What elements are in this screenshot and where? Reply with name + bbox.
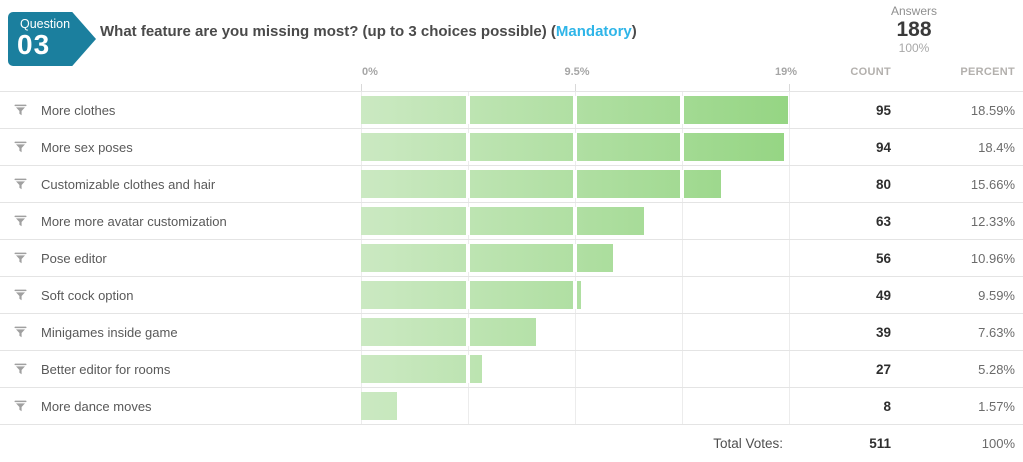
percent-column-header: PERCENT <box>960 66 1015 78</box>
answer-label-cell: More clothes <box>0 103 361 118</box>
axis-tick-0: 0% <box>362 66 378 78</box>
answer-label-cell: Soft cock option <box>0 288 361 303</box>
table-row: Better editor for rooms 27 5.28% <box>0 351 1023 388</box>
count-value: 63 <box>875 213 891 229</box>
filter-icon[interactable] <box>14 215 27 227</box>
filter-icon[interactable] <box>14 289 27 301</box>
results-table: More clothes 95 18.59% More sex poses 94… <box>0 91 1023 425</box>
axis-tick-middle: 9.5% <box>564 66 590 78</box>
question-title-text: What feature are you missing most? (up t… <box>100 22 547 40</box>
count-value: 8 <box>883 398 891 414</box>
axis-tick-max: 19% <box>774 66 797 78</box>
table-row: More more avatar customization 63 12.33% <box>0 203 1023 240</box>
bar-cell <box>361 203 790 239</box>
answer-label-cell: More dance moves <box>0 399 361 414</box>
result-bar <box>361 133 784 161</box>
percent-value: 18.59% <box>970 102 1015 118</box>
answer-label-cell: Better editor for rooms <box>0 362 361 377</box>
filter-icon[interactable] <box>14 178 27 190</box>
answer-label: Customizable clothes and hair <box>41 176 216 192</box>
result-bar <box>361 355 482 383</box>
count-value: 95 <box>875 102 891 118</box>
badge-number: 03 <box>17 29 51 60</box>
table-row: Pose editor 56 10.96% <box>0 240 1023 277</box>
mandatory-flag: Mandatory <box>555 22 632 40</box>
result-bar <box>361 207 644 235</box>
answer-label-cell: More sex poses <box>0 140 361 155</box>
bar-cell <box>361 166 790 202</box>
bar-cell <box>361 240 790 276</box>
filter-icon[interactable] <box>14 141 27 153</box>
count-value: 39 <box>875 324 891 340</box>
total-votes-label: Total Votes: <box>713 435 783 451</box>
answer-label-cell: Minigames inside game <box>0 325 361 340</box>
answer-label: More more avatar customization <box>41 213 227 229</box>
count-value: 27 <box>875 361 891 377</box>
column-header-row: 0% 9.5% 19% COUNT PERCENT <box>0 62 1023 91</box>
result-bar <box>361 170 721 198</box>
title-paren-close: ) <box>631 22 637 40</box>
percent-axis: 0% 9.5% 19% <box>361 62 797 91</box>
table-row: Soft cock option 49 9.59% <box>0 277 1023 314</box>
count-value: 80 <box>875 176 891 192</box>
filter-icon[interactable] <box>14 400 27 412</box>
table-row: More dance moves 8 1.57% <box>0 388 1023 425</box>
filter-icon[interactable] <box>14 326 27 338</box>
answers-summary: Answers 188 100% <box>858 4 970 56</box>
answer-label: Soft cock option <box>41 287 134 303</box>
total-votes-percent: 100% <box>981 435 1015 451</box>
table-row: More clothes 95 18.59% <box>0 92 1023 129</box>
percent-value: 10.96% <box>970 250 1015 266</box>
bar-cell <box>361 129 790 165</box>
question-title: What feature are you missing most? (up t… <box>100 0 637 62</box>
count-column-header: COUNT <box>850 66 891 78</box>
axis-tick-marks <box>361 84 790 91</box>
answers-label: Answers <box>890 4 937 18</box>
question-number-badge: Question 03 <box>8 12 96 66</box>
answer-label-cell: Pose editor <box>0 251 361 266</box>
answer-label: More dance moves <box>41 398 152 414</box>
result-bar <box>361 281 581 309</box>
answer-label: More sex poses <box>41 139 133 155</box>
percent-value: 5.28% <box>978 361 1015 377</box>
answers-percent: 100% <box>898 41 930 56</box>
count-value: 56 <box>875 250 891 266</box>
result-bar <box>361 244 613 272</box>
table-row: Customizable clothes and hair 80 15.66% <box>0 166 1023 203</box>
badge-label: Question <box>20 17 71 31</box>
percent-value: 9.59% <box>978 287 1015 303</box>
filter-icon[interactable] <box>14 252 27 264</box>
answer-label: Minigames inside game <box>41 324 178 340</box>
percent-value: 7.63% <box>978 324 1015 340</box>
title-paren-open: ( <box>546 22 556 40</box>
bar-cell <box>361 351 790 387</box>
filter-icon[interactable] <box>14 363 27 375</box>
report-header: Question 03 What feature are you missing… <box>0 0 1023 66</box>
bar-cell <box>361 388 790 424</box>
label-column-spacer <box>0 62 361 91</box>
bar-cell <box>361 92 790 128</box>
count-value: 49 <box>875 287 891 303</box>
answer-label-cell: Customizable clothes and hair <box>0 177 361 192</box>
total-votes-row: Total Votes: 511 100% <box>0 425 1023 461</box>
total-votes-count: 511 <box>869 435 891 451</box>
percent-value: 18.4% <box>978 139 1015 155</box>
bar-cell <box>361 277 790 313</box>
table-row: Minigames inside game 39 7.63% <box>0 314 1023 351</box>
table-row: More sex poses 94 18.4% <box>0 129 1023 166</box>
result-bar <box>361 96 788 124</box>
answer-label-cell: More more avatar customization <box>0 214 361 229</box>
count-value: 94 <box>875 139 891 155</box>
answer-label: Pose editor <box>41 250 107 266</box>
result-bar <box>361 392 397 420</box>
bar-cell <box>361 314 790 350</box>
percent-value: 1.57% <box>978 398 1015 414</box>
result-bar <box>361 318 536 346</box>
filter-icon[interactable] <box>14 104 27 116</box>
answers-count: 188 <box>896 18 932 41</box>
answer-label: More clothes <box>41 102 116 118</box>
answer-label: Better editor for rooms <box>41 361 171 377</box>
percent-value: 12.33% <box>970 213 1015 229</box>
percent-value: 15.66% <box>970 176 1015 192</box>
